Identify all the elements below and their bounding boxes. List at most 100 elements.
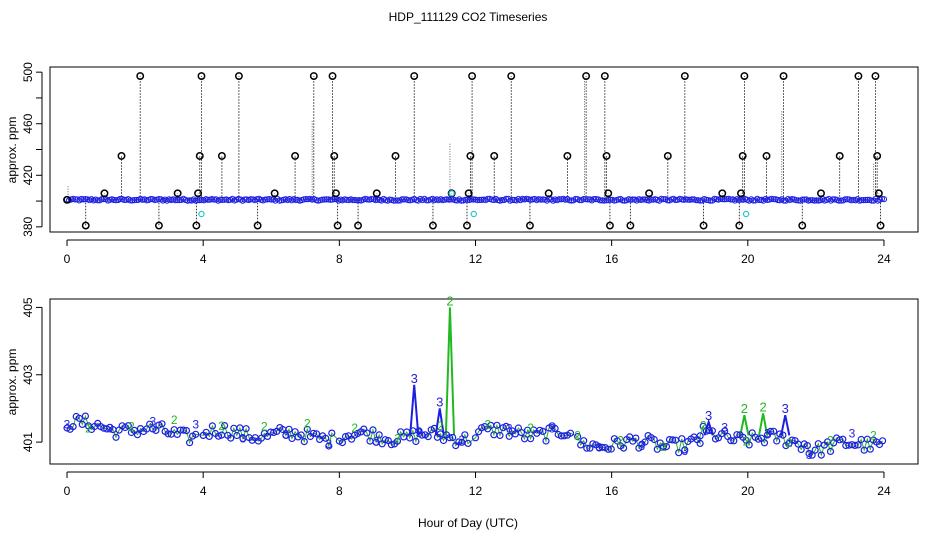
baseline-point (423, 197, 430, 204)
baseline-point (445, 196, 452, 203)
baseline-point (368, 196, 375, 203)
outlier-point (466, 151, 475, 160)
outlier-point (309, 72, 318, 80)
series-point (430, 424, 438, 432)
series-point (505, 432, 513, 440)
series-point (325, 442, 333, 450)
series-point (851, 441, 859, 449)
baseline-point (688, 196, 696, 203)
baseline-point (868, 197, 875, 204)
series-point (878, 437, 887, 445)
outlier-point (605, 221, 614, 230)
outlier-point (463, 221, 471, 230)
peak-line (739, 414, 750, 436)
peak-line (758, 413, 769, 436)
bottom-x-tick-label: 20 (741, 484, 755, 498)
outlier-point (718, 189, 727, 198)
peak-label: 3 (705, 408, 712, 423)
baseline-point (509, 196, 516, 203)
series-point (412, 437, 420, 446)
baseline-point (862, 196, 869, 204)
series-point (182, 427, 191, 435)
top-x-tick-label: 8 (336, 252, 343, 266)
baseline-point (801, 196, 808, 203)
series-point (808, 451, 816, 459)
series-point (668, 436, 677, 444)
baseline-point (793, 197, 800, 204)
digit-label: 3 (681, 444, 688, 458)
outlier-point (779, 72, 788, 80)
series-point (303, 425, 311, 433)
series-point (291, 428, 299, 436)
baseline-point (813, 197, 820, 204)
series-point (681, 446, 689, 454)
baseline-point (321, 196, 328, 203)
baseline-point (176, 196, 183, 204)
outlier-point (563, 151, 572, 160)
cyan-point (742, 210, 750, 218)
baseline-point (619, 197, 626, 204)
outlier-point (136, 72, 145, 80)
baseline-point (94, 197, 101, 204)
baseline-point (582, 196, 589, 203)
outlier-point (291, 151, 300, 160)
outlier-point (173, 189, 182, 198)
digit-label: 3 (764, 426, 771, 440)
series-point (363, 429, 371, 437)
series-point (760, 439, 769, 447)
peak-label: 3 (782, 401, 789, 416)
digit-label: 2 (870, 429, 877, 443)
baseline-point (727, 196, 734, 203)
series-point (526, 435, 535, 443)
baseline-point (112, 197, 120, 204)
digit-label: 2 (786, 436, 793, 450)
outlier-point (626, 221, 635, 230)
series-point (424, 433, 432, 441)
baseline-point (505, 195, 512, 202)
outlier-point (737, 189, 745, 198)
series-point (124, 422, 132, 430)
digit-label: 3 (107, 422, 114, 436)
series-point (471, 434, 480, 442)
series-point (754, 435, 763, 443)
series-point (221, 422, 229, 430)
baseline-point (400, 196, 408, 203)
series-point (607, 445, 615, 453)
baseline-point (470, 196, 477, 203)
series-point (604, 445, 612, 453)
outlier-point (738, 151, 747, 160)
peak-line (409, 384, 420, 436)
top-x-tick-label: 0 (64, 252, 71, 266)
baseline-point (537, 196, 544, 203)
baseline-point (590, 196, 598, 203)
baseline-point (398, 196, 406, 203)
series-point (449, 433, 457, 442)
bottom-y-tick-label: 405 (21, 297, 35, 317)
baseline-point (795, 197, 802, 204)
series-point (205, 432, 213, 440)
series-point (836, 436, 844, 444)
digit-label: 2 (574, 429, 581, 443)
digit-label: 3 (506, 422, 513, 436)
series-point (496, 431, 504, 439)
baseline-point (110, 196, 118, 204)
digit-label: 2 (437, 419, 444, 433)
series-point (192, 430, 200, 438)
baseline-point (262, 196, 269, 203)
outlier-point (100, 189, 109, 198)
baseline-point (880, 196, 888, 203)
digit-label: 2 (85, 421, 92, 435)
baseline-point (247, 196, 254, 203)
series-point (770, 427, 778, 435)
series-point (766, 427, 775, 435)
series-point (699, 422, 707, 430)
baseline-point (82, 196, 89, 203)
bottom-axes: 0 4 8 12 16 20 24 401 403 405 (21, 297, 891, 498)
baseline-point (799, 196, 806, 203)
baseline-point (639, 196, 647, 203)
baseline-point (392, 197, 399, 204)
baseline-point (568, 197, 575, 204)
digit-label: 2 (218, 419, 225, 433)
baseline-point (829, 196, 837, 203)
